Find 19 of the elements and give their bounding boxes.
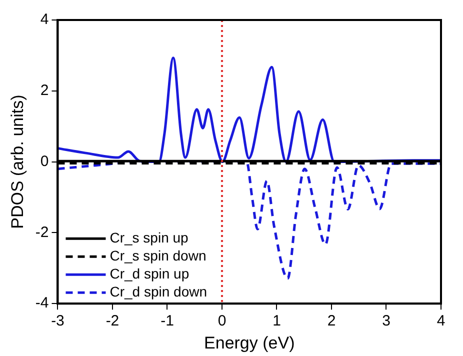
legend-label: Cr_s spin down — [110, 247, 206, 264]
legend-label: Cr_d spin up — [110, 265, 190, 282]
x-axis-title: Energy (eV) — [204, 333, 295, 352]
legend-label: Cr_d spin down — [110, 283, 208, 300]
y-tick-label: 0 — [40, 152, 49, 170]
y-tick-label: 2 — [40, 82, 49, 100]
x-tick-label: -3 — [51, 312, 64, 330]
y-tick-label: -4 — [35, 294, 49, 312]
x-tick-label: -2 — [106, 312, 120, 330]
x-tick-label: 1 — [272, 312, 281, 330]
x-tick-label: 0 — [218, 312, 226, 330]
x-tick-label: 4 — [436, 312, 446, 330]
y-tick-label: -2 — [35, 224, 49, 241]
legend-label: Cr_s spin up — [110, 229, 189, 246]
y-axis-title: PDOS (arb. units) — [8, 94, 27, 229]
x-tick-label: 2 — [327, 312, 336, 330]
x-tick-label: -1 — [160, 312, 174, 330]
x-tick-label: 3 — [382, 312, 390, 330]
y-tick-label: 4 — [40, 11, 49, 28]
